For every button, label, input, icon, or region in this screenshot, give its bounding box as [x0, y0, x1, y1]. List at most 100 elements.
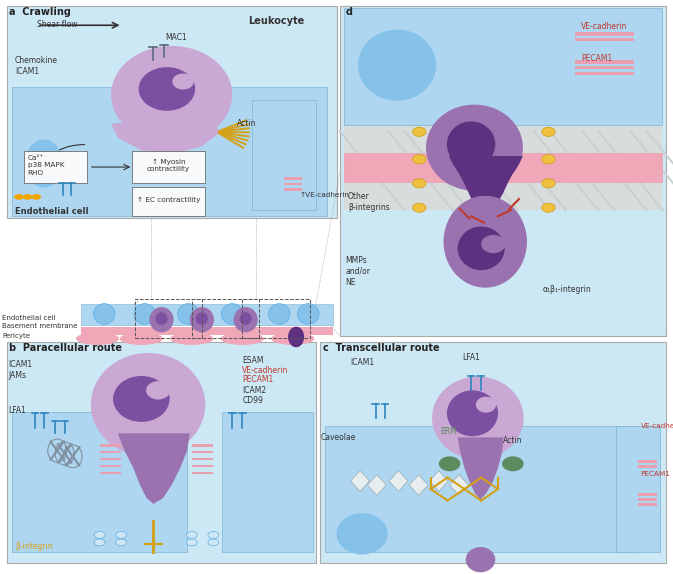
Text: Ca²⁺
p38 MAPK
RHO: Ca²⁺ p38 MAPK RHO	[28, 155, 64, 176]
Ellipse shape	[542, 179, 555, 188]
Bar	[192, 299, 259, 338]
Polygon shape	[409, 475, 428, 495]
Text: b  Paracellular route: b Paracellular route	[9, 343, 122, 352]
Bar	[12, 412, 187, 552]
Bar	[575, 60, 634, 64]
Text: Actin: Actin	[237, 119, 256, 129]
Ellipse shape	[288, 327, 304, 347]
Ellipse shape	[146, 381, 170, 400]
Ellipse shape	[413, 127, 426, 137]
Bar	[100, 451, 121, 453]
FancyBboxPatch shape	[132, 151, 205, 183]
Text: Other
β-integrins: Other β-integrins	[348, 192, 390, 212]
Bar	[638, 498, 657, 501]
Ellipse shape	[476, 397, 496, 413]
Ellipse shape	[542, 154, 555, 164]
Ellipse shape	[234, 307, 258, 332]
Bar	[222, 412, 313, 552]
Bar	[100, 444, 121, 447]
Text: JAMs: JAMs	[9, 371, 27, 380]
Ellipse shape	[111, 46, 232, 144]
Text: LFA1: LFA1	[9, 406, 27, 415]
Bar	[192, 465, 213, 467]
Ellipse shape	[458, 227, 505, 270]
Bar	[100, 458, 121, 460]
Ellipse shape	[91, 353, 205, 456]
Ellipse shape	[269, 304, 290, 324]
Ellipse shape	[447, 390, 498, 436]
Bar	[325, 426, 635, 552]
Ellipse shape	[447, 122, 495, 168]
Text: c  Transcellular route: c Transcellular route	[323, 343, 439, 352]
Polygon shape	[470, 471, 489, 491]
Ellipse shape	[426, 104, 523, 191]
Ellipse shape	[149, 307, 174, 332]
Ellipse shape	[208, 539, 219, 546]
Ellipse shape	[271, 332, 314, 345]
Text: ICAM1: ICAM1	[15, 67, 39, 76]
Polygon shape	[367, 475, 386, 495]
Bar	[575, 66, 634, 69]
Bar	[344, 153, 662, 183]
Ellipse shape	[439, 456, 460, 471]
Text: β-integrin: β-integrin	[15, 542, 52, 551]
Text: ICAM1: ICAM1	[350, 358, 374, 367]
Ellipse shape	[25, 139, 63, 188]
Text: a  Crawling: a Crawling	[9, 7, 71, 17]
Ellipse shape	[94, 304, 115, 324]
Ellipse shape	[444, 196, 527, 288]
Polygon shape	[118, 433, 190, 504]
Ellipse shape	[94, 532, 105, 538]
Text: d: d	[345, 7, 352, 17]
Bar	[616, 426, 660, 552]
Ellipse shape	[190, 307, 214, 332]
Bar	[81, 327, 333, 335]
Bar	[192, 451, 213, 453]
FancyBboxPatch shape	[320, 342, 666, 563]
Polygon shape	[429, 471, 448, 491]
Ellipse shape	[413, 154, 426, 164]
Polygon shape	[351, 471, 369, 491]
Text: PECAM1: PECAM1	[581, 54, 612, 63]
Ellipse shape	[170, 332, 213, 345]
Bar	[135, 299, 202, 338]
Ellipse shape	[172, 73, 194, 90]
Text: α₁β₁-integrin: α₁β₁-integrin	[542, 285, 591, 294]
FancyBboxPatch shape	[7, 6, 336, 218]
Text: ERM: ERM	[440, 427, 456, 436]
Text: PECAM1: PECAM1	[242, 375, 273, 385]
Text: Pericyte: Pericyte	[2, 333, 30, 339]
Bar	[100, 465, 121, 467]
Text: Basement membrane: Basement membrane	[2, 323, 77, 329]
Text: PECAM1: PECAM1	[641, 471, 670, 476]
Text: Leukocyte: Leukocyte	[248, 15, 304, 26]
Ellipse shape	[186, 532, 197, 538]
Bar	[284, 177, 302, 180]
Text: Endothelial cell: Endothelial cell	[15, 207, 88, 216]
Text: VE-cadherin: VE-cadherin	[242, 366, 289, 375]
Ellipse shape	[196, 312, 208, 325]
Ellipse shape	[466, 547, 495, 572]
Bar	[284, 183, 302, 185]
Ellipse shape	[76, 332, 119, 345]
Polygon shape	[458, 437, 503, 499]
Polygon shape	[111, 121, 219, 153]
Ellipse shape	[413, 179, 426, 188]
Text: Caveolae: Caveolae	[321, 433, 356, 442]
Bar	[575, 38, 634, 41]
Ellipse shape	[178, 304, 199, 324]
Bar	[575, 72, 634, 75]
Text: VE-cadherin: VE-cadherin	[581, 22, 628, 30]
Text: Actin: Actin	[503, 436, 523, 445]
Text: Shear flow: Shear flow	[37, 20, 77, 29]
Text: VE-cadherin: VE-cadherin	[641, 423, 673, 429]
FancyBboxPatch shape	[24, 151, 87, 183]
Ellipse shape	[113, 376, 170, 422]
Bar	[284, 188, 302, 191]
Bar	[81, 304, 333, 325]
Bar	[100, 472, 121, 474]
Ellipse shape	[139, 67, 195, 111]
Bar	[242, 299, 310, 338]
Text: MMPs
and/or
NE: MMPs and/or NE	[345, 256, 370, 287]
Ellipse shape	[208, 532, 219, 538]
